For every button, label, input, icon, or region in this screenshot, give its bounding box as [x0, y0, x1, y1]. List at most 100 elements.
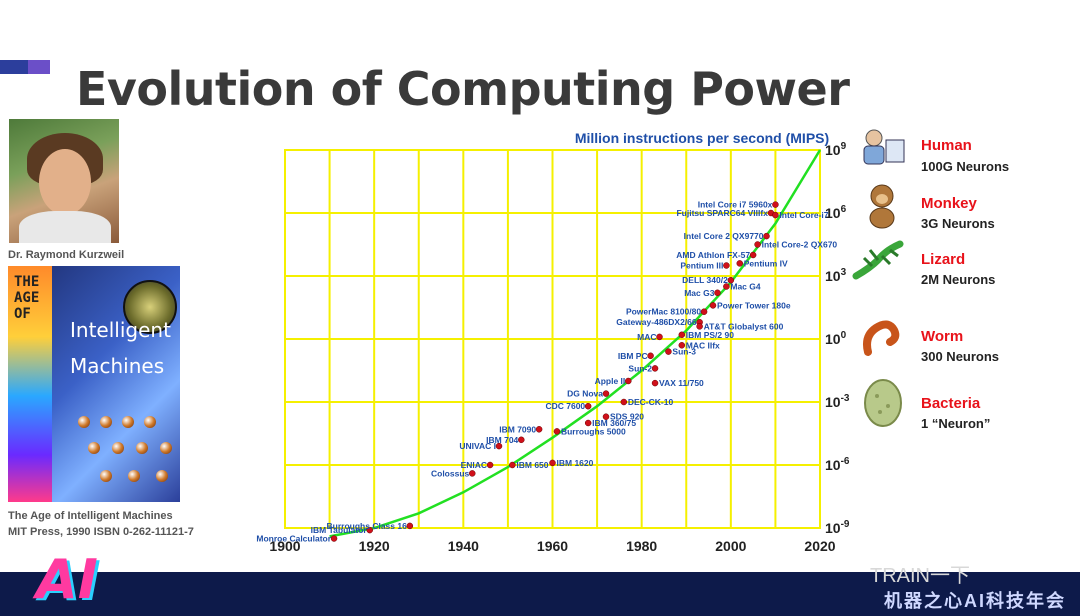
x-tick-label: 2000 — [715, 538, 746, 554]
data-point — [553, 428, 561, 435]
data-label: IBM 360/75 — [592, 418, 636, 428]
x-tick-label: 1980 — [626, 538, 657, 554]
data-point — [772, 211, 779, 219]
data-label: Power Tower 180e — [717, 300, 791, 310]
monkey-icon — [869, 184, 895, 229]
portrait-photo — [9, 119, 119, 243]
data-point — [535, 426, 543, 433]
x-tick-label: 1960 — [537, 538, 568, 554]
data-label: Intel Core-2 QX670 — [762, 240, 838, 250]
animal-name-worm: Worm — [921, 328, 964, 345]
data-label: IBM PS/2 90 — [686, 330, 734, 340]
data-label: Sun-3 — [672, 347, 696, 357]
data-label: PowerMac 8100/80 — [626, 307, 701, 317]
data-label: Monroe Calculator — [256, 534, 331, 544]
data-point — [678, 342, 686, 349]
animal-neurons-bacteria: 1 “Neuron” — [921, 416, 991, 431]
data-point — [665, 348, 672, 355]
trend-curve — [329, 149, 822, 538]
chart-title: Million instructions per second (MIPS) — [575, 130, 829, 146]
data-label: Burroughs 5000 — [561, 426, 626, 436]
data-label: UNIVAC I — [459, 441, 496, 451]
y-tick-label: 10-3 — [825, 393, 850, 410]
data-point — [678, 331, 686, 339]
data-label: DG Nova — [567, 389, 603, 399]
book-cover-word2: Machines — [70, 354, 165, 378]
y-tick-label: 106 — [825, 204, 847, 221]
data-point — [749, 251, 757, 259]
data-point — [651, 365, 659, 372]
data-label: VAX 11/750 — [659, 378, 704, 388]
data-label: Pentium IV — [744, 258, 788, 268]
data-point — [584, 402, 592, 410]
data-label: IBM Tabulator — [311, 525, 368, 535]
book-caption-title: The Age of Intelligent Machines — [8, 510, 173, 522]
data-label: Gateway-486DX2/66 — [616, 317, 697, 327]
portrait-caption: Dr. Raymond Kurzweil — [8, 249, 125, 261]
data-label: DEC-CK-10 — [628, 397, 674, 407]
data-label: Intel Core 2 QX9770 — [684, 231, 764, 241]
data-point — [647, 352, 654, 360]
worm-icon — [863, 320, 900, 356]
data-label: MAC — [637, 332, 656, 342]
data-point — [330, 535, 338, 542]
book-cover: THE AGE OF Intelligent Machines — [8, 266, 180, 502]
animal-name-monkey: Monkey — [921, 195, 977, 212]
data-point — [772, 201, 779, 208]
data-label: DELL 340/2 — [682, 275, 728, 285]
data-label: Burroughs Class 16 — [327, 521, 408, 531]
data-point — [620, 398, 628, 406]
data-point — [714, 289, 721, 297]
book-cover-the: THE AGE OF — [14, 274, 40, 322]
data-point — [754, 241, 761, 248]
data-label: AT&T Globalyst 600 — [704, 321, 784, 331]
data-label: Sun-2 — [628, 363, 652, 373]
data-label: Mac G4 — [730, 282, 761, 292]
data-label: Colossus — [431, 468, 470, 478]
data-label: IBM 704 — [486, 435, 518, 445]
animal-neurons-human: 100G Neurons — [921, 159, 1010, 174]
data-point — [549, 459, 556, 467]
data-label: IBM 7090 — [499, 424, 536, 434]
book-caption-publisher: MIT Press, 1990 ISBN 0-262-11121-7 — [8, 526, 194, 538]
x-tick-label: 1940 — [448, 538, 479, 554]
footer-bar — [0, 572, 1080, 616]
data-label: Fujitsu SPARC64 VIIIfx — [676, 208, 768, 218]
ai-logo: AI — [36, 548, 98, 611]
data-point — [509, 461, 516, 469]
data-label: AMD Athlon FX-57 — [676, 250, 750, 260]
book-cover-word1: Intelligent — [70, 318, 171, 342]
data-point — [736, 260, 743, 267]
data-label: Intel Core i7 5960x — [698, 200, 773, 210]
data-point — [723, 262, 730, 269]
data-point — [709, 302, 717, 309]
data-point — [602, 390, 610, 397]
animal-neurons-lizard: 2M Neurons — [921, 272, 996, 287]
data-label: IBM 1620 — [557, 458, 594, 468]
y-tick-label: 10-9 — [825, 519, 850, 536]
data-label: MAC IIfx — [686, 340, 720, 350]
y-tick-label: 103 — [825, 267, 847, 284]
lizard-icon — [852, 240, 904, 280]
data-point — [696, 323, 703, 330]
watermark-text: TRAIN一下 — [870, 565, 970, 587]
data-label: SDS 920 — [610, 412, 644, 422]
y-tick-label: 10-6 — [825, 456, 850, 473]
book-seal-icon — [123, 280, 177, 334]
data-point — [763, 232, 770, 240]
data-point — [700, 308, 708, 315]
data-point — [486, 461, 494, 469]
data-label: Intel Core-i7 — [779, 210, 828, 220]
data-label: IBM PC — [618, 351, 648, 361]
data-point — [727, 276, 735, 284]
y-tick-label: 100 — [825, 330, 847, 347]
data-point — [602, 413, 610, 420]
animal-name-lizard: Lizard — [921, 251, 966, 268]
data-point — [518, 436, 525, 444]
data-label: Mac G3 — [684, 288, 715, 298]
animal-neurons-monkey: 3G Neurons — [921, 216, 995, 231]
data-point — [584, 419, 592, 427]
data-point — [625, 377, 632, 385]
animal-name-bacteria: Bacteria — [921, 395, 981, 412]
